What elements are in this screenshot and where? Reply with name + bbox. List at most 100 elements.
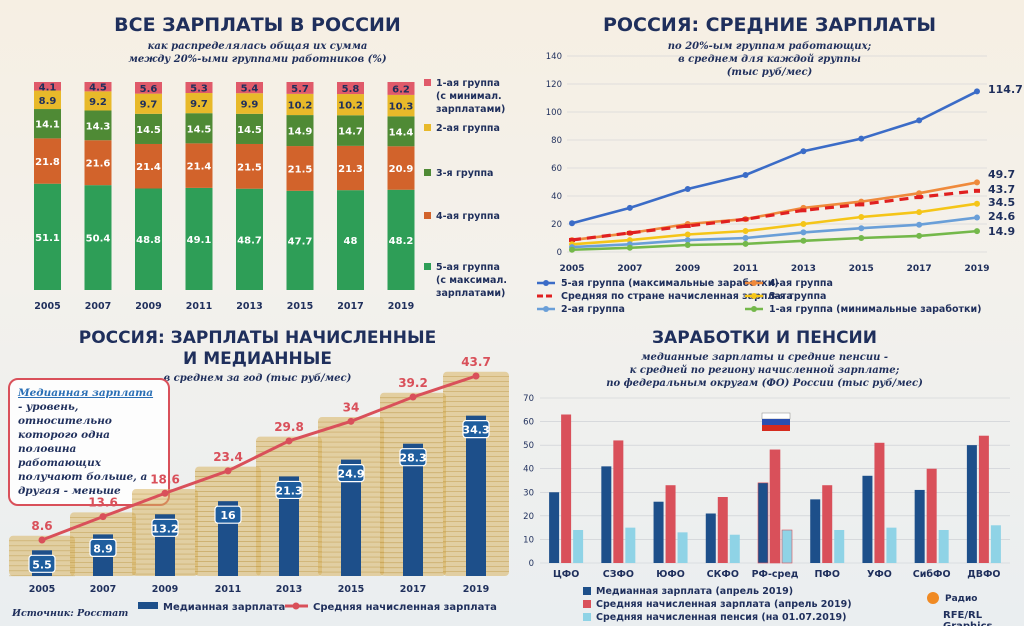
legend-marker [543, 306, 549, 312]
x-tick-label: СЗФО [603, 569, 634, 580]
district-bar [769, 449, 781, 564]
median-value-badge [462, 420, 490, 439]
bar-value-label: 48.8 [136, 235, 161, 246]
bar-value-label: 5.6 [140, 84, 158, 95]
legend-label: Средняя начисленная пенсия (на 01.07.201… [596, 612, 846, 623]
bar-value-label: 51.1 [35, 233, 60, 244]
series-point [800, 148, 807, 155]
x-tick-label: УФО [867, 569, 892, 580]
legend-label: Средняя по стране начисленная зарплата [561, 291, 793, 302]
legend-label: 2-ая группа [436, 123, 500, 134]
x-tick-label: 2009 [152, 584, 178, 595]
x-tick-label: СибФО [913, 569, 951, 580]
median-value-badge [399, 448, 427, 467]
panel4-subtitle-1: медианные зарплаты и средние пенсии - [640, 352, 889, 363]
bar-segment [286, 82, 314, 94]
panel-accrued-median: РОССИЯ: ЗАРПЛАТЫ НАЧИСЛЕННЫЕ И МЕДИАННЫЕ… [0, 318, 515, 626]
flag-stripe [762, 425, 790, 431]
district-bar [729, 534, 740, 563]
bar-value-label: 20.9 [389, 164, 414, 175]
district-bar [665, 485, 676, 563]
x-tick-label: 2007 [90, 584, 116, 595]
accrued-value-label: 29.8 [274, 420, 304, 434]
panel-average-by-group: РОССИЯ: СРЕДНИЕ ЗАРПЛАТЫ по 20%-ым групп… [515, 0, 1024, 320]
series-point [800, 229, 807, 236]
bar-segment [286, 115, 314, 147]
district-bar [549, 492, 560, 563]
bar-value-label: 5.3 [190, 84, 208, 95]
bar-segment [236, 82, 263, 94]
x-tick-label: 2013 [276, 584, 302, 595]
bar-value-label: 9.7 [190, 99, 208, 110]
district-bar [966, 445, 977, 563]
series-point [684, 242, 691, 248]
legend-label: 5-ая группа [436, 262, 500, 273]
note-text: - уровень, относительно которого одна по… [18, 401, 148, 497]
series-point [742, 235, 749, 241]
bar-value-label: 4.5 [89, 83, 107, 94]
accrued-value-label: 18.6 [150, 472, 180, 486]
bar-value-label: 14.3 [86, 121, 111, 132]
bar-segment [337, 82, 364, 95]
series-point [858, 202, 865, 207]
series-point [916, 195, 923, 200]
x-tick-label: 2017 [907, 264, 932, 274]
accrued-point [161, 489, 169, 497]
panel4-subtitle-2: к средней по региону начисленной зарплат… [629, 365, 900, 376]
y-tick-label: 10 [523, 535, 534, 545]
bar-segment [387, 82, 415, 95]
legend-swatch [424, 169, 431, 176]
series-point [684, 223, 691, 228]
district-bar [781, 529, 793, 564]
series-point [569, 220, 575, 227]
bar-value-label: 21.4 [136, 162, 161, 173]
legend-marker [751, 280, 757, 286]
accrued-point [347, 417, 355, 425]
bar-segment [185, 113, 213, 144]
x-tick-label: 2017 [400, 584, 426, 595]
bar-value-label: 48.2 [389, 236, 414, 247]
bar-value-label: 6.2 [392, 84, 410, 95]
bar-value-label: 5.7 [291, 84, 309, 95]
series-point [569, 246, 575, 253]
x-tick-label: 2013 [791, 264, 816, 274]
y-tick-label: 0 [529, 559, 534, 569]
bar-segment [185, 93, 213, 114]
median-value-label: 5.5 [32, 558, 52, 571]
panel1-subtitle-2: между 20%-ыми группами работников (%) [128, 54, 387, 65]
bar-segment [286, 93, 314, 116]
district-bar-chart: 0 10 20 30 40 50 60 70 ЦФО СЗФО ЮФО СКФО РФ-сред ПФО У… [523, 394, 1010, 623]
bar-segment [135, 188, 162, 290]
panel1-title: ВСЕ ЗАРПЛАТЫ В РОССИИ [114, 14, 401, 36]
bar-value-label: 5.8 [342, 84, 360, 95]
district-bar [810, 499, 821, 563]
legend-label: Медианная зарплата (апрель 2019) [596, 586, 793, 597]
district-bar [757, 482, 769, 564]
district-bar [978, 435, 989, 563]
bar-value-label: 14.1 [35, 120, 60, 131]
y-tick-label: 20 [551, 220, 562, 230]
panel2-subtitle-1: по 20%-ым группам работающих; [667, 41, 872, 52]
bar-value-label: 47.7 [288, 236, 313, 247]
median-value-badge [214, 505, 242, 524]
panel4-title: ЗАРАБОТКИ И ПЕНСИИ [651, 328, 878, 348]
bar-segment [286, 190, 314, 290]
series-point [974, 214, 980, 221]
series-point [626, 230, 633, 235]
district-bar [705, 513, 716, 563]
accrued-point [472, 372, 480, 380]
series-point [916, 232, 923, 239]
x-tick-label: 2013 [236, 301, 262, 310]
bar-segment [185, 187, 213, 290]
district-bar [938, 530, 949, 563]
series-point [916, 221, 923, 228]
panel-salary-distribution: ВСЕ ЗАРПЛАТЫ В РОССИИ как распределялась… [0, 0, 515, 310]
district-bar [822, 485, 833, 563]
bar-segment [236, 188, 263, 290]
y-tick-label: 100 [546, 108, 562, 118]
bar-segment [135, 143, 162, 189]
x-tick-label: 2019 [388, 301, 414, 310]
x-tick-label: 2009 [135, 301, 161, 310]
x-tick-label: 2015 [849, 264, 874, 274]
radio-logo-text: Радио [945, 594, 978, 604]
